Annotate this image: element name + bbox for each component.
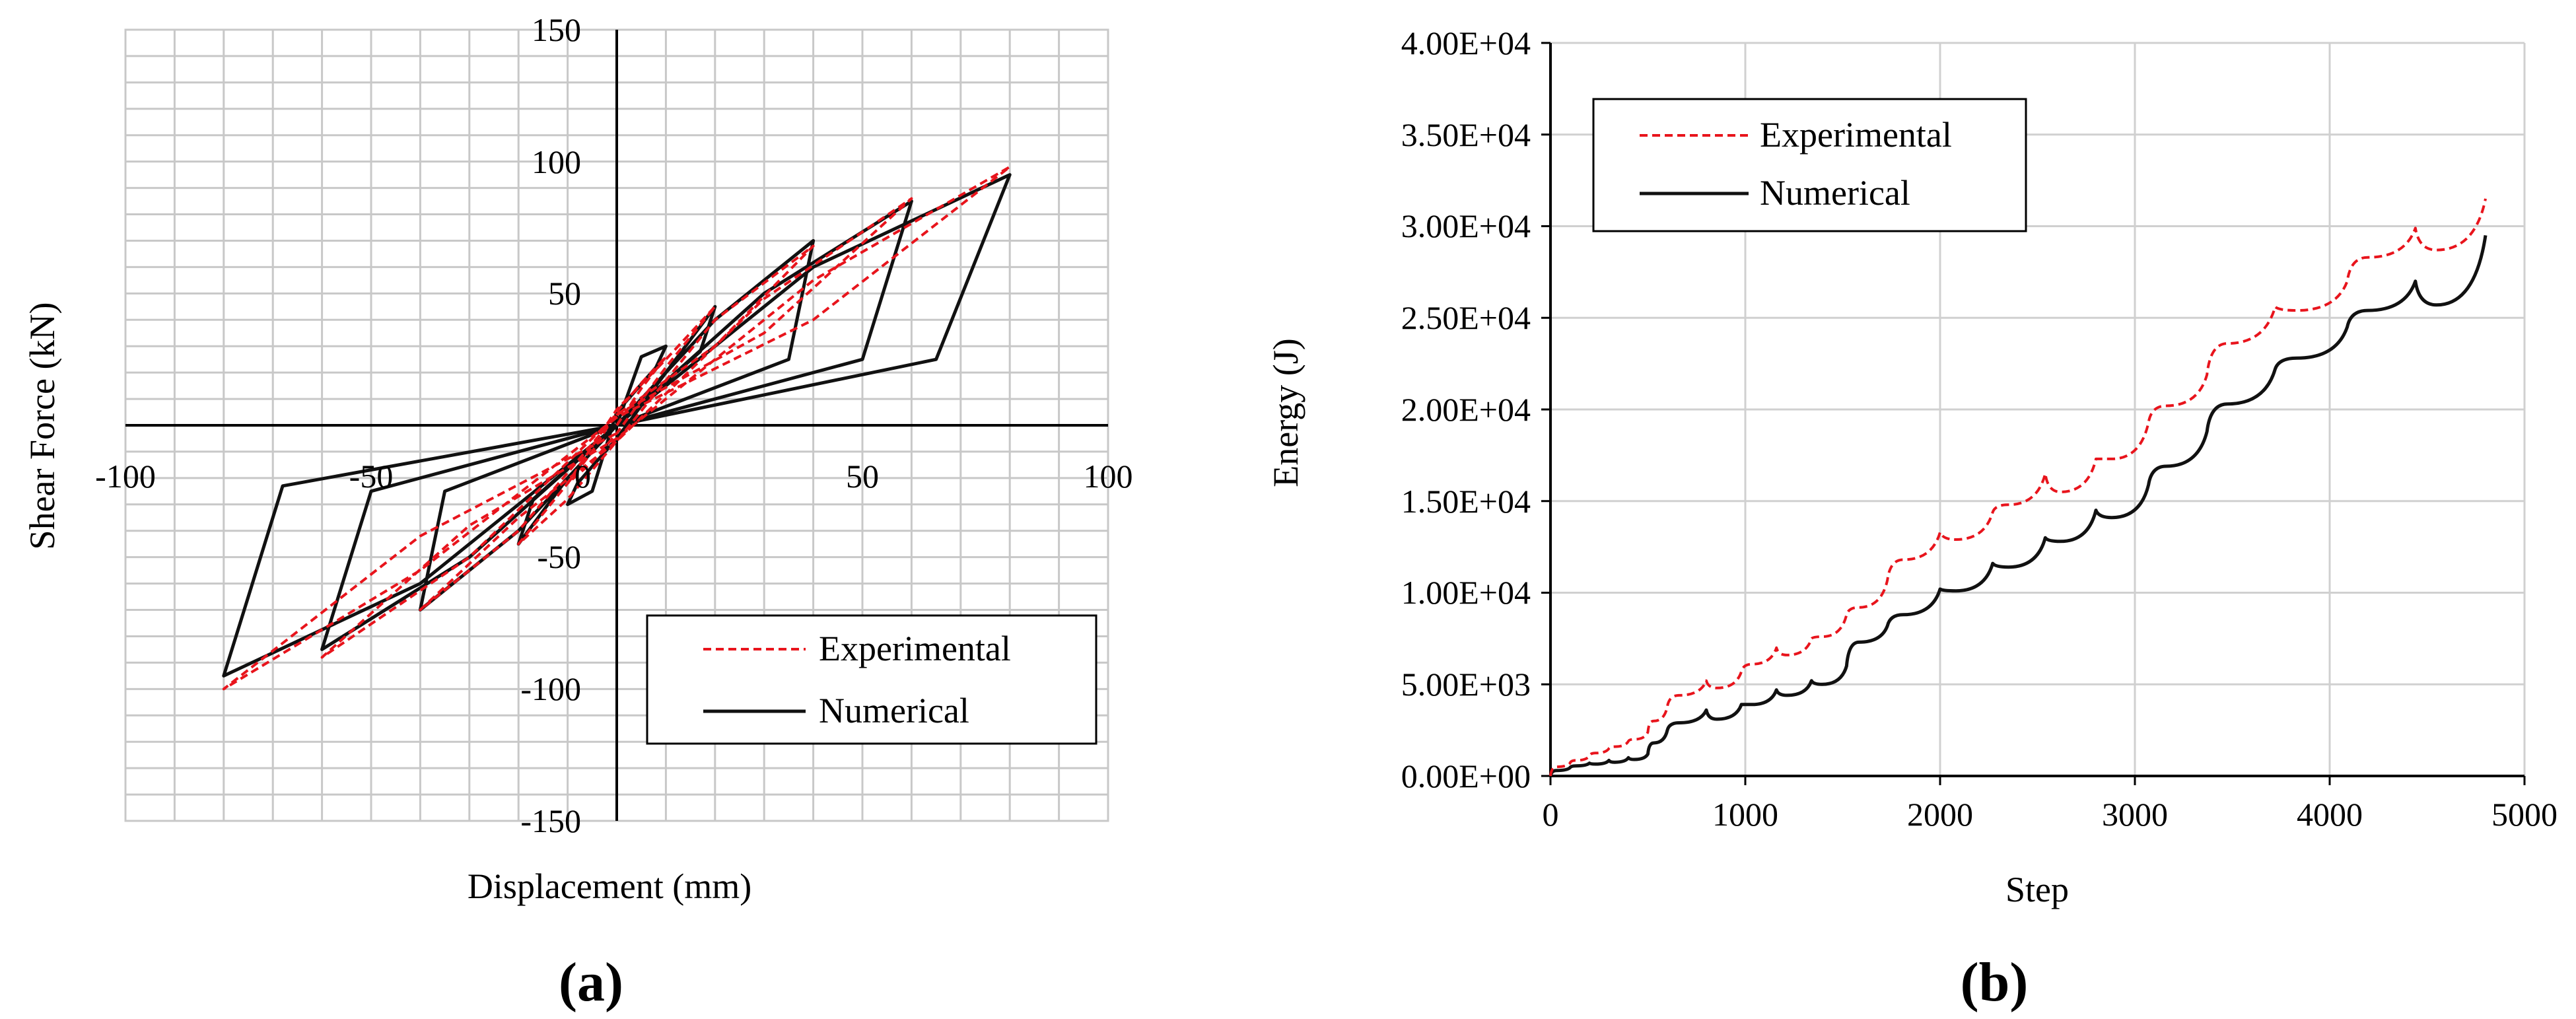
hysteresis-chart: -100 -50 0 50 100 150 100 50 -50 -100 -1… (22, 11, 1133, 1013)
energy-y-tick-label: 3.00E+04 (1401, 207, 1531, 244)
energy-axes (1541, 42, 2526, 785)
energy-x-tick-label: 3000 (2102, 796, 2168, 833)
hysteresis-y-axis-label: Shear Force (kN) (22, 302, 62, 550)
energy-x-tick-label: 2000 (1907, 796, 1973, 833)
energy-legend-box (1592, 98, 2027, 232)
hysteresis-legend: Experimental Numerical (646, 614, 1097, 745)
energy-x-tick-label: 1000 (1712, 796, 1778, 833)
energy-series-experimental (1549, 198, 2487, 777)
hysteresis-y-tick-label: 50 (548, 275, 581, 312)
hysteresis-series-experimental (222, 165, 1012, 691)
hysteresis-series (222, 165, 1012, 691)
panel-label-b: (b) (1961, 952, 2029, 1013)
hysteresis-y-tick-label: -150 (520, 802, 581, 839)
energy-legend: Experimental Numerical (1592, 98, 2027, 232)
panel-label-a: (a) (559, 952, 623, 1013)
hysteresis-legend-label-numerical: Numerical (819, 691, 969, 730)
energy-y-tick-label: 0.00E+00 (1401, 757, 1531, 794)
hysteresis-x-tick-label: 50 (846, 458, 879, 495)
energy-y-tick-label: 3.50E+04 (1401, 116, 1531, 153)
energy-series (1549, 198, 2488, 777)
energy-x-tick-label: 4000 (2297, 796, 2363, 833)
hysteresis-x-axis-label: Displacement (mm) (468, 866, 751, 906)
energy-x-tick-label: 0 (1543, 796, 1559, 833)
hysteresis-x-tick-label: -50 (349, 458, 394, 495)
hysteresis-y-tick-label: 150 (532, 11, 581, 48)
energy-legend-label-experimental: Experimental (1760, 115, 1952, 155)
energy-y-tick-label: 5.00E+03 (1401, 666, 1531, 703)
hysteresis-y-tick-label: -100 (520, 670, 581, 707)
hysteresis-legend-label-experimental: Experimental (819, 629, 1011, 668)
energy-x-tick-label: 5000 (2491, 796, 2558, 833)
energy-y-axis-label: Energy (J) (1266, 338, 1305, 487)
energy-series-numerical (1549, 235, 2488, 777)
hysteresis-y-tick-label: -50 (537, 538, 581, 575)
energy-chart: 0.00E+00 5.00E+03 1.00E+04 1.50E+04 2.00… (1266, 24, 2558, 1013)
energy-y-tick-label: 2.00E+04 (1401, 391, 1531, 428)
energy-legend-label-numerical: Numerical (1760, 173, 1910, 213)
hysteresis-legend-box (646, 614, 1097, 745)
hysteresis-x-tick-label: -100 (95, 458, 156, 495)
hysteresis-x-tick-label: 100 (1084, 458, 1133, 495)
energy-y-tick-label: 2.50E+04 (1401, 299, 1531, 336)
hysteresis-y-tick-label: 100 (532, 143, 581, 180)
hysteresis-x-tick-label: 0 (574, 458, 591, 495)
energy-y-tick-label: 1.00E+04 (1401, 574, 1531, 611)
energy-x-axis-label: Step (2005, 870, 2069, 909)
energy-y-tick-label: 4.00E+04 (1401, 24, 1531, 61)
energy-y-tick-label: 1.50E+04 (1401, 483, 1531, 520)
